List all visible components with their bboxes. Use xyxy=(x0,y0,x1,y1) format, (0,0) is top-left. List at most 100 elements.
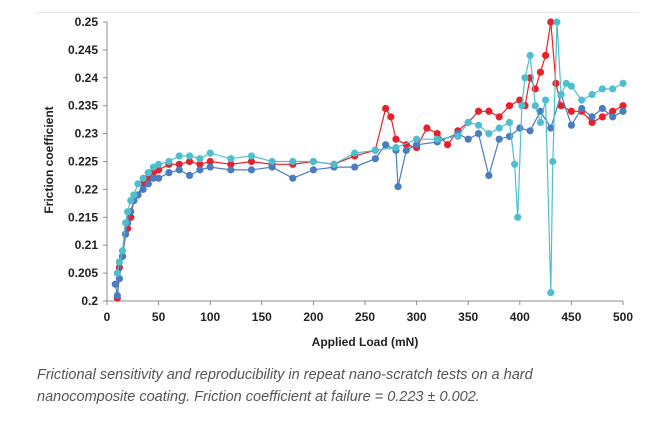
data-point xyxy=(124,208,132,216)
y-tick-label: 0.25 xyxy=(75,15,99,29)
data-point xyxy=(351,163,359,171)
data-point xyxy=(567,107,576,115)
plot-area xyxy=(106,18,627,302)
data-point xyxy=(619,107,627,115)
data-point xyxy=(518,102,526,110)
data-point xyxy=(121,219,130,227)
friction-chart: 0.2 0.205 0.21 0.215 0.22 0.225 0.23 0.235 0.24 0… xyxy=(36,12,639,349)
data-point xyxy=(557,90,565,99)
data-point xyxy=(155,160,163,168)
data-point xyxy=(175,152,183,160)
data-point xyxy=(289,174,297,182)
data-point xyxy=(609,113,617,121)
data-point xyxy=(511,160,519,168)
data-point xyxy=(567,82,576,90)
data-point xyxy=(371,146,379,154)
data-point xyxy=(542,51,550,60)
data-point xyxy=(547,124,555,132)
y-tick-label: 0.225 xyxy=(68,155,98,169)
data-point xyxy=(289,157,297,166)
figure-caption: Frictional sensitivity and reproducibili… xyxy=(37,364,657,408)
y-tick-label: 0.245 xyxy=(68,43,98,57)
data-point xyxy=(598,85,606,93)
data-point xyxy=(394,183,402,191)
x-tick-label: 200 xyxy=(303,310,323,324)
y-tick-label: 0.235 xyxy=(68,99,98,113)
caption-line-2: nanocomposite coating. Friction coeffici… xyxy=(37,389,480,405)
x-tick-label: 300 xyxy=(407,310,427,324)
data-point xyxy=(185,157,194,166)
data-point xyxy=(536,118,545,127)
data-point xyxy=(149,174,158,182)
data-point xyxy=(413,141,421,149)
data-point xyxy=(130,191,138,199)
data-point xyxy=(330,160,338,168)
x-axis-title: Applied Load (mN) xyxy=(312,335,419,349)
y-axis-title: Friction coefficient xyxy=(42,106,56,213)
x-axis-ticks: 0 50 100 150 200 250 300 350 400 450 500 xyxy=(104,301,633,324)
data-point xyxy=(433,135,441,143)
data-point xyxy=(127,196,135,205)
data-point xyxy=(115,275,123,283)
data-point xyxy=(514,213,522,221)
data-point xyxy=(118,247,127,255)
data-point xyxy=(185,171,194,180)
data-point xyxy=(155,174,163,182)
data-point xyxy=(113,291,121,300)
data-point xyxy=(402,146,410,154)
data-point xyxy=(557,102,565,110)
data-point xyxy=(464,135,472,143)
data-point xyxy=(454,132,462,140)
data-point xyxy=(144,180,152,188)
series-2 xyxy=(111,90,627,300)
data-point xyxy=(521,74,529,82)
x-tick-label: 0 xyxy=(104,310,111,324)
series-3-line xyxy=(116,21,624,293)
data-point xyxy=(144,174,152,182)
data-point xyxy=(474,107,483,115)
data-point xyxy=(165,169,173,177)
data-point xyxy=(542,96,550,104)
data-point xyxy=(433,130,441,138)
y-tick-label: 0.205 xyxy=(68,266,98,280)
data-point xyxy=(247,152,256,160)
data-point xyxy=(113,269,121,277)
data-point xyxy=(505,102,514,110)
data-point xyxy=(309,157,317,166)
data-point xyxy=(567,121,576,129)
data-point xyxy=(588,90,596,99)
data-point xyxy=(227,160,235,168)
data-point xyxy=(609,85,617,93)
data-point xyxy=(382,141,390,149)
data-point xyxy=(392,143,400,152)
data-point xyxy=(387,113,395,121)
data-point xyxy=(443,141,452,149)
data-point xyxy=(115,258,123,266)
y-tick-label: 0.2 xyxy=(81,294,98,308)
x-tick-label: 50 xyxy=(152,310,166,324)
x-tick-label: 250 xyxy=(355,310,375,324)
data-point xyxy=(371,155,379,163)
data-point xyxy=(185,152,194,160)
data-point xyxy=(547,18,555,26)
data-point xyxy=(526,51,534,60)
data-point xyxy=(121,230,130,238)
data-point xyxy=(549,157,557,166)
data-point xyxy=(196,160,204,168)
data-point xyxy=(413,135,421,143)
data-point xyxy=(227,155,235,163)
x-tick-label: 500 xyxy=(613,310,633,324)
data-point xyxy=(536,68,545,76)
data-point xyxy=(598,104,606,113)
chart-top-rule xyxy=(36,12,639,13)
data-point xyxy=(196,155,204,163)
data-point xyxy=(309,166,317,174)
data-point xyxy=(268,163,276,171)
data-point xyxy=(206,163,214,171)
caption-line-1: Frictional sensitivity and reproducibili… xyxy=(37,367,533,383)
data-point xyxy=(588,118,596,127)
data-point xyxy=(268,157,276,166)
data-point xyxy=(485,171,493,180)
data-point xyxy=(474,130,483,138)
data-point xyxy=(144,169,152,177)
